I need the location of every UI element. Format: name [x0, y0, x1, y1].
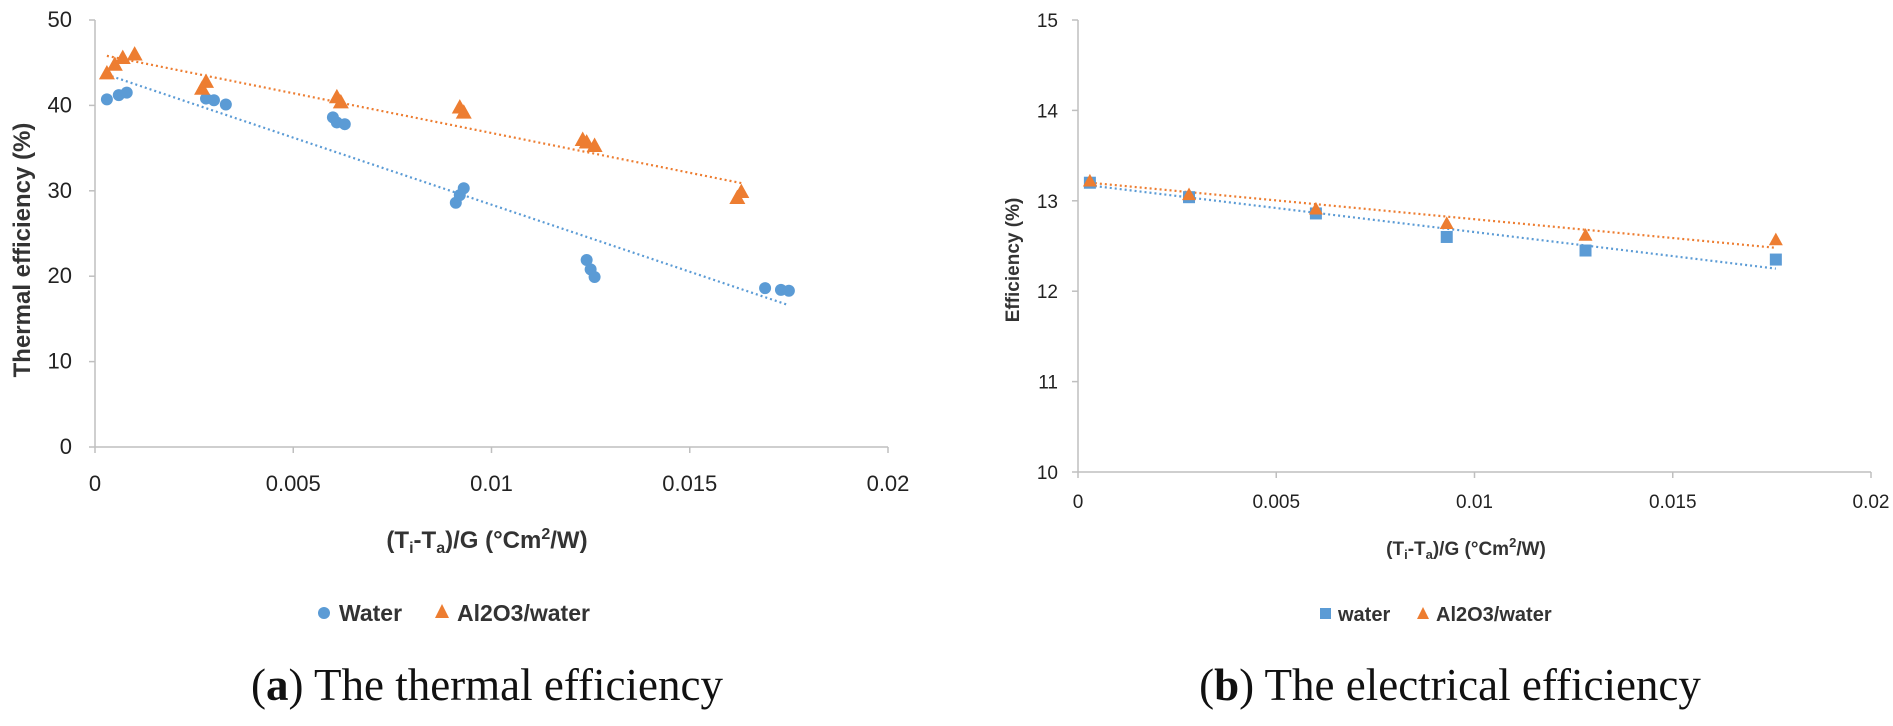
y-axis-ticks: 10 11 12 13 14 15 [1037, 11, 1078, 484]
trendline-al2o3-water [106, 54, 742, 185]
legend-marker-water [318, 607, 330, 619]
legend-label-al2o3: Al2O3/water [457, 600, 590, 626]
point-water [1769, 253, 1782, 266]
point-water [338, 118, 351, 131]
point-water [207, 94, 220, 107]
y-tick-label: 11 [1038, 373, 1058, 394]
y-tick-label: 20 [48, 263, 72, 288]
point-water [120, 86, 133, 99]
x-axis-ticks: 0 0.005 0.01 0.015 0.02 [89, 447, 910, 496]
point-al2o3-water [1182, 187, 1197, 201]
point-water [782, 284, 795, 297]
point-water [759, 282, 772, 295]
point-al2o3-water [114, 49, 131, 64]
trendline-water [1089, 184, 1776, 270]
y-tick-label: 0 [60, 434, 72, 459]
point-al2o3-water [1578, 228, 1593, 241]
point-al2o3-water [733, 183, 750, 199]
caption-a: (a) The thermal efficiency [251, 660, 723, 710]
y-tick-label: 13 [1037, 192, 1058, 213]
point-al2o3-water [98, 64, 115, 80]
trendline-water [106, 73, 790, 307]
y-tick-label: 12 [1037, 282, 1058, 303]
x-tick-label: 0.015 [662, 471, 717, 496]
point-al2o3-water [126, 46, 143, 61]
legend-marker-al2o3 [1417, 607, 1429, 619]
x-axis-ticks: 0 0.005 0.01 0.015 0.02 [1073, 472, 1890, 513]
x-tick-label: 0 [89, 471, 101, 496]
y-tick-label: 14 [1037, 101, 1059, 122]
x-tick-label: 0.005 [1252, 492, 1300, 513]
legend-label-al2o3: Al2O3/water [1436, 604, 1552, 626]
legend-marker-al2o3 [435, 604, 449, 618]
y-tick-label: 30 [48, 178, 72, 203]
x-tick-label: 0.005 [266, 471, 321, 496]
chart-electrical-efficiency: 10 11 12 13 14 15 0 0.005 0.01 0.015 0.02 Efficie… [1003, 11, 1889, 710]
y-tick-label: 40 [48, 92, 72, 117]
point-al2o3-water [455, 104, 472, 119]
caption-b: (b) The electrical efficiency [1199, 660, 1701, 710]
legend-label-water: water [1337, 604, 1390, 626]
y-tick-label: 10 [48, 349, 72, 374]
x-tick-label: 0.015 [1649, 492, 1697, 513]
point-al2o3-water [332, 93, 349, 109]
x-axis-label: (Ti-Ta)/G (°Cm2/W) [386, 526, 587, 557]
y-axis-label: Efficiency (%) [1003, 198, 1024, 323]
point-al2o3-water [586, 137, 603, 152]
y-tick-label: 10 [1037, 463, 1058, 484]
point-al2o3-water [1439, 216, 1454, 229]
legend: Water Al2O3/water [318, 600, 590, 626]
legend-marker-water [1320, 608, 1331, 619]
point-water [588, 271, 601, 284]
point-al2o3-water [198, 73, 215, 88]
point-al2o3-water [106, 56, 123, 71]
data-points [1082, 173, 1783, 266]
x-tick-label: 0.02 [1853, 492, 1890, 513]
point-water [457, 182, 470, 195]
point-water [1440, 230, 1453, 243]
point-al2o3-water [1308, 201, 1323, 215]
x-axis-label: (Ti-Ta)/G (°Cm2/W) [1386, 535, 1546, 562]
point-water [219, 98, 232, 111]
x-tick-label: 0.01 [1456, 492, 1493, 513]
legend: water Al2O3/water [1320, 604, 1552, 626]
point-water [580, 253, 593, 266]
y-tick-label: 50 [48, 7, 72, 32]
x-tick-label: 0.01 [470, 471, 513, 496]
point-water [1579, 244, 1592, 257]
point-al2o3-water [1082, 173, 1097, 187]
legend-label-water: Water [339, 600, 402, 626]
trendlines [1089, 181, 1776, 270]
x-tick-label: 0 [1073, 492, 1084, 513]
point-water [100, 93, 113, 106]
x-tick-label: 0.02 [867, 471, 910, 496]
y-tick-label: 15 [1037, 11, 1058, 32]
y-axis-label: Thermal efficiency (%) [9, 123, 36, 378]
chart-thermal-efficiency: 0 10 20 30 40 50 0 0.005 0.01 0.015 0.02 Thermal … [9, 7, 909, 710]
point-al2o3-water [1768, 232, 1783, 246]
data-points [98, 46, 795, 297]
y-axis-ticks: 0 10 20 30 40 50 [48, 7, 95, 459]
